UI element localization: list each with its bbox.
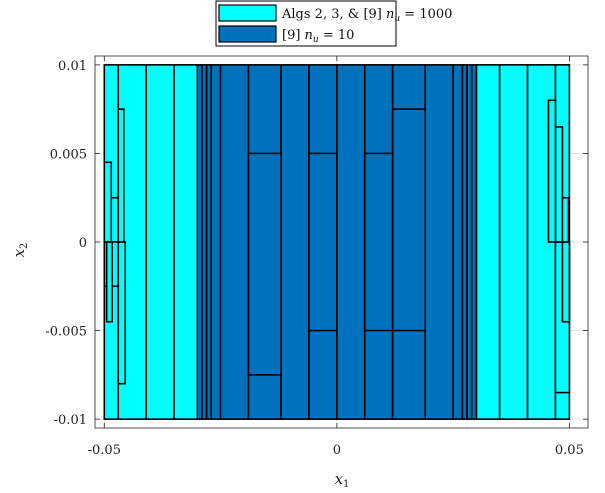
box-series-1-18 <box>547 99 557 243</box>
plot-area: -0.05 0 0.05 -0.01 -0.005 0 0.005 0.01 <box>45 55 589 458</box>
legend: Algs 2, 3, & [9] nu = 1000 [9] nu = 10 <box>215 0 452 47</box>
box-series-1-2 <box>145 64 175 420</box>
box-series-2-4 <box>219 64 250 420</box>
box-series-2-3 <box>210 64 222 420</box>
box-series-2-19 <box>391 108 427 332</box>
box-series-1-17 <box>561 196 570 243</box>
box-series-2-17 <box>363 152 394 332</box>
box-series-2-15 <box>470 64 478 420</box>
y-tick-label-3: 0.005 <box>50 147 87 162</box>
legend-entry-series-1: Algs 2, 3, & [9] nu = 1000 <box>281 7 452 24</box>
y-tick-label-4: 0.01 <box>58 59 87 74</box>
box-series-1-9 <box>117 108 125 243</box>
box-series-2-11 <box>424 64 454 420</box>
box-series-2-16 <box>308 152 338 332</box>
x-tick-label-1: 0 <box>333 443 341 458</box>
box-series-2-6 <box>280 64 310 420</box>
y-tick-label-2: 0 <box>79 236 87 251</box>
y-axis-label: x2 <box>10 243 30 258</box>
box-series-1-6 <box>103 161 113 243</box>
tick-labels: -0.05 0 0.05 -0.01 -0.005 0 0.005 0.01 <box>45 59 583 458</box>
y-tick-label-1: -0.005 <box>45 325 87 340</box>
box-series-1-3 <box>173 64 199 420</box>
legend-swatch-series-2 <box>218 25 277 43</box>
y-tick-label-0: -0.01 <box>54 413 87 428</box>
box-series-2-8 <box>336 64 366 420</box>
box-series-1-16 <box>561 241 571 323</box>
legend-swatch-series-1 <box>218 4 277 22</box>
box-series-2-18 <box>247 152 282 376</box>
box-marks <box>103 64 571 420</box>
box-series-1-8 <box>117 241 127 385</box>
box-series-1-11 <box>498 64 529 420</box>
legend-entry-series-2: [9] nu = 10 <box>282 28 354 45</box>
x-axis-label: x1 <box>335 470 350 490</box>
box-series-2-12 <box>452 64 464 420</box>
box-series-1-7 <box>105 241 114 323</box>
box-series-1-15 <box>554 126 564 243</box>
tick-marks <box>95 56 588 428</box>
x-tick-label-0: -0.05 <box>88 443 121 458</box>
x-tick-label-2: 0.05 <box>555 443 584 458</box>
box-series-1-10 <box>475 64 501 420</box>
